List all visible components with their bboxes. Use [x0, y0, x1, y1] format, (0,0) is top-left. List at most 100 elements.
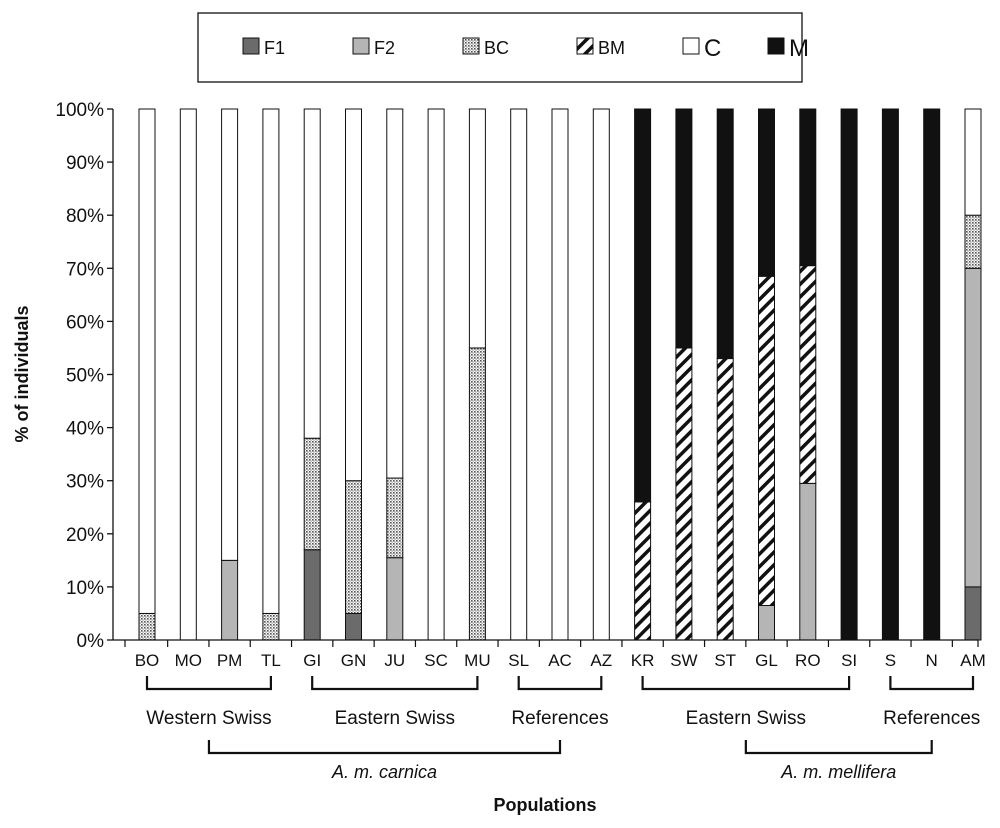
bar-segment-ro-f2 — [799, 482, 817, 641]
bar-segment-am-bc — [964, 214, 982, 269]
y-tick-label: 0% — [77, 631, 105, 652]
x-tick-label: MO — [175, 651, 202, 670]
group-bracket-4 — [889, 676, 975, 691]
bar-segment-am-f2 — [964, 267, 982, 588]
x-axis-title: Populations — [494, 795, 597, 815]
legend-swatch-c — [682, 37, 700, 55]
bar-segment-gn-f1 — [345, 612, 362, 641]
group-bracket-2 — [517, 676, 603, 691]
x-tick-label: MU — [464, 651, 490, 670]
group-bracket-1 — [311, 676, 479, 691]
x-tick-label: N — [926, 651, 938, 670]
group-label: Eastern Swiss — [335, 708, 455, 729]
bar-segment-pm-c — [221, 108, 239, 561]
group-brackets: Western Swiss Eastern Swiss References East… — [145, 676, 980, 782]
bar-segment-az-c — [592, 108, 610, 641]
y-tick-label: 90% — [66, 153, 104, 174]
group-bracket-0 — [145, 676, 272, 691]
bar-segment-gl-m — [758, 108, 775, 277]
bar-segment-tl-bc — [262, 612, 280, 641]
bar-segment-am-f1 — [964, 586, 982, 641]
bar-segment-sw-m — [675, 108, 693, 349]
group-label: Western Swiss — [146, 708, 271, 729]
y-tick-label: 30% — [66, 472, 104, 493]
legend-swatch-f2 — [352, 37, 370, 55]
x-tick-label: GN — [341, 651, 367, 670]
x-axis: BO MO PM TL GI GN JU SC MU SL AC AZ KR SW ST GL RO SI S N AM — [113, 639, 986, 670]
x-tick-label: TL — [261, 651, 281, 670]
legend-swatch-m — [767, 37, 785, 55]
species-label: A. m. mellifera — [780, 762, 896, 782]
y-tick-label: 50% — [66, 366, 104, 387]
bar-segment-ju-f2 — [386, 557, 404, 641]
x-tick-label: S — [885, 651, 896, 670]
bar-segment-sc-c — [427, 108, 445, 641]
species-label: A. m. carnica — [331, 762, 437, 782]
species-bracket-1 — [744, 740, 933, 755]
bars — [138, 108, 982, 641]
x-tick-label: GI — [303, 651, 321, 670]
x-tick-label: SC — [424, 651, 448, 670]
bar-segment-gi-bc — [303, 437, 321, 551]
x-tick-label: JU — [384, 651, 405, 670]
bar-segment-n-m — [923, 108, 941, 641]
legend-label-c: C — [704, 35, 721, 62]
x-tick-label: GL — [755, 651, 778, 670]
y-tick-label: 60% — [66, 312, 104, 333]
legend-box — [197, 12, 803, 83]
y-tick-label: 40% — [66, 419, 104, 440]
bar-segment-bo-bc — [138, 612, 156, 641]
bar-segment-gi-c — [303, 108, 321, 439]
bar-segment-mu-c — [468, 108, 486, 349]
group-label: References — [883, 708, 980, 729]
x-tick-label: SL — [508, 651, 529, 670]
bar-segment-ju-c — [386, 108, 404, 479]
bar-segment-si-m — [840, 108, 858, 641]
bar-segment-gl-bm — [758, 275, 775, 606]
bar-segment-sw-bm — [675, 347, 693, 641]
group-label: References — [511, 708, 608, 729]
x-tick-label: SW — [670, 651, 697, 670]
species-bracket-0 — [207, 740, 562, 755]
legend-swatch-bm — [576, 37, 594, 55]
bar-segment-pm-f2 — [221, 559, 239, 641]
bar-segment-gn-c — [345, 108, 362, 482]
bar-segment-ro-bm — [799, 265, 817, 484]
x-tick-label: AM — [960, 651, 986, 670]
bar-segment-tl-c — [262, 108, 280, 614]
bar-segment-ac-c — [551, 108, 569, 641]
x-tick-label: SI — [841, 651, 857, 670]
bar-segment-gl-f2 — [758, 604, 775, 641]
bar-segment-gi-f1 — [303, 549, 321, 641]
x-tick-label: RO — [795, 651, 821, 670]
y-tick-label: 100% — [55, 100, 104, 121]
bar-segment-kr-m — [634, 108, 652, 503]
y-tick-label: 20% — [66, 525, 104, 546]
bar-segment-st-bm — [716, 358, 734, 641]
legend-label-f1: F1 — [264, 38, 285, 58]
bar-segment-ju-bc — [386, 477, 404, 559]
legend-label-bc: BC — [484, 38, 509, 58]
group-label: Eastern Swiss — [686, 708, 806, 729]
x-tick-label: AC — [548, 651, 572, 670]
bar-segment-mo-c — [179, 108, 197, 641]
y-tick-label: 70% — [66, 259, 104, 280]
legend: F1 F2 BC BM C M — [197, 12, 809, 83]
y-tick-label: 10% — [66, 578, 104, 599]
bar-segment-s-m — [881, 108, 899, 641]
x-tick-label: AZ — [590, 651, 612, 670]
bar-segment-gn-bc — [345, 480, 362, 614]
x-tick-label: BO — [135, 651, 160, 670]
legend-swatch-bc — [462, 37, 480, 55]
legend-swatch-f1 — [242, 37, 260, 55]
bar-segment-st-m — [716, 108, 734, 360]
bar-segment-sl-c — [510, 108, 528, 641]
bar-segment-bo-c — [138, 108, 156, 614]
bar-segment-mu-bc — [468, 347, 486, 641]
y-axis-title: % of individuals — [12, 305, 32, 442]
y-tick-label: 80% — [66, 206, 104, 227]
legend-label-f2: F2 — [374, 38, 395, 58]
bar-segment-kr-bm — [634, 501, 652, 641]
bar-segment-ro-m — [799, 108, 817, 267]
bar-segment-am-c — [964, 108, 982, 216]
